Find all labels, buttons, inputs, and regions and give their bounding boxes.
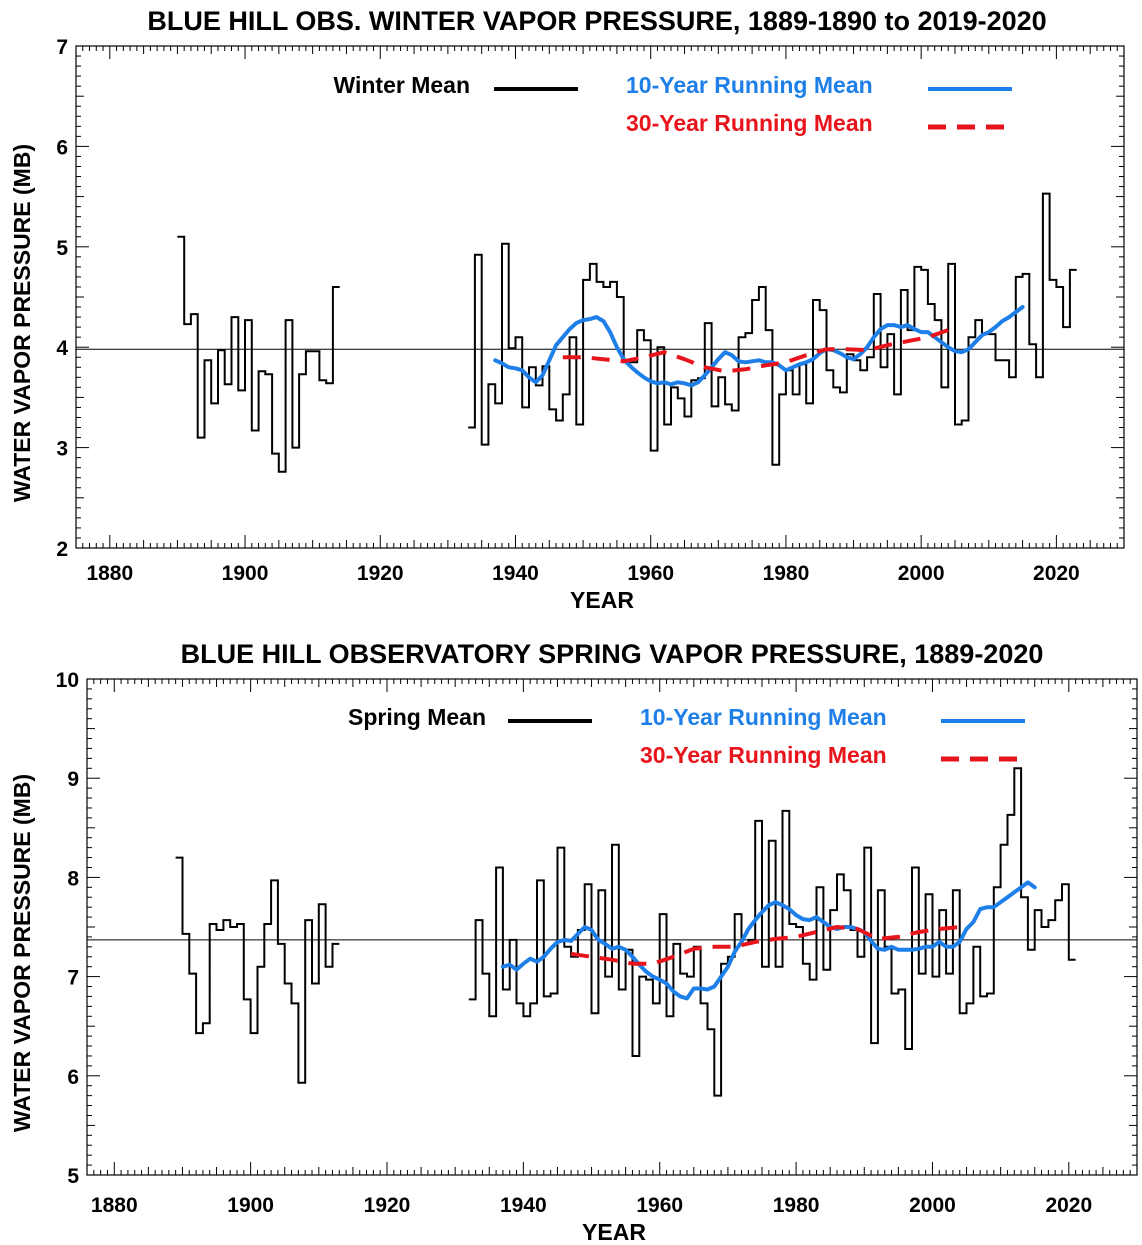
x-tick-label: 2020 bbox=[1033, 562, 1080, 585]
x-tick-label: 1980 bbox=[763, 562, 810, 585]
y-tick-label: 9 bbox=[67, 768, 79, 791]
legend: Winter Mean 10-Year Running Mean 30-Year R… bbox=[333, 72, 1012, 136]
y-tick-label: 7 bbox=[67, 967, 79, 990]
x-tick-label: 1960 bbox=[627, 562, 674, 585]
y-tick-label: 3 bbox=[56, 438, 68, 461]
x-tick-label: 1920 bbox=[364, 1194, 411, 1217]
series-seasonal-mean bbox=[177, 235, 340, 473]
chart-panel-1: BLUE HILL OBS. WINTER VAPOR PRESSURE, 18… bbox=[9, 6, 1125, 613]
x-axis-label: YEAR bbox=[582, 1219, 646, 1245]
series-30yr-running-mean bbox=[562, 328, 949, 374]
x-tick-label: 2000 bbox=[898, 562, 945, 585]
x-tick-label: 1900 bbox=[222, 562, 269, 585]
y-tick-label: 4 bbox=[56, 337, 68, 360]
y-axis-label: WATER VAPOR PRESSURE (MB) bbox=[9, 144, 35, 502]
y-tick-label: 6 bbox=[56, 136, 68, 159]
y-tick-label: 6 bbox=[67, 1066, 79, 1089]
x-tick-label: 2000 bbox=[909, 1194, 956, 1217]
chart-panel-2: BLUE HILL OBSERVATORY SPRING VAPOR PRESS… bbox=[9, 639, 1138, 1245]
x-tick-label: 1940 bbox=[500, 1194, 547, 1217]
legend: Spring Mean 10-Year Running Mean 30-Year R… bbox=[348, 704, 1025, 768]
y-tick-label: 7 bbox=[56, 36, 68, 59]
x-tick-label: 1880 bbox=[91, 1194, 138, 1217]
chart-title: BLUE HILL OBSERVATORY SPRING VAPOR PRESS… bbox=[181, 639, 1044, 669]
y-tick-label: 2 bbox=[56, 538, 68, 561]
series-seasonal-mean bbox=[175, 856, 340, 1084]
y-tick-label: 10 bbox=[56, 669, 79, 692]
legend-label-30yr: 30-Year Running Mean bbox=[626, 110, 873, 136]
x-tick-label: 1900 bbox=[227, 1194, 274, 1217]
series-seasonal-mean bbox=[468, 192, 1077, 466]
series-10yr-running-mean bbox=[500, 880, 1037, 1001]
series-10yr-running-mean bbox=[493, 305, 1025, 388]
plot-frame bbox=[75, 45, 1125, 549]
y-tick-label: 5 bbox=[56, 237, 68, 260]
y-tick-label: 5 bbox=[67, 1165, 79, 1188]
x-tick-label: 1960 bbox=[636, 1194, 683, 1217]
x-axis-label: YEAR bbox=[570, 587, 634, 613]
x-tick-label: 1940 bbox=[492, 562, 539, 585]
legend-label-seasonal-mean: Winter Mean bbox=[333, 72, 470, 98]
legend-label-seasonal-mean: Spring Mean bbox=[348, 704, 486, 730]
legend-label-10yr: 10-Year Running Mean bbox=[626, 72, 873, 98]
series-seasonal-mean bbox=[468, 767, 1076, 1097]
series-30yr-running-mean bbox=[570, 925, 960, 966]
y-axis-label: WATER VAPOR PRESSURE (MB) bbox=[9, 774, 35, 1132]
legend-label-30yr: 30-Year Running Mean bbox=[640, 742, 887, 768]
x-tick-label: 1880 bbox=[86, 562, 133, 585]
y-tick-label: 8 bbox=[67, 867, 79, 890]
x-tick-label: 1920 bbox=[357, 562, 404, 585]
legend-label-10yr: 10-Year Running Mean bbox=[640, 704, 887, 730]
x-tick-label: 2020 bbox=[1045, 1194, 1092, 1217]
x-tick-label: 1980 bbox=[773, 1194, 820, 1217]
chart-title: BLUE HILL OBS. WINTER VAPOR PRESSURE, 18… bbox=[147, 6, 1046, 36]
